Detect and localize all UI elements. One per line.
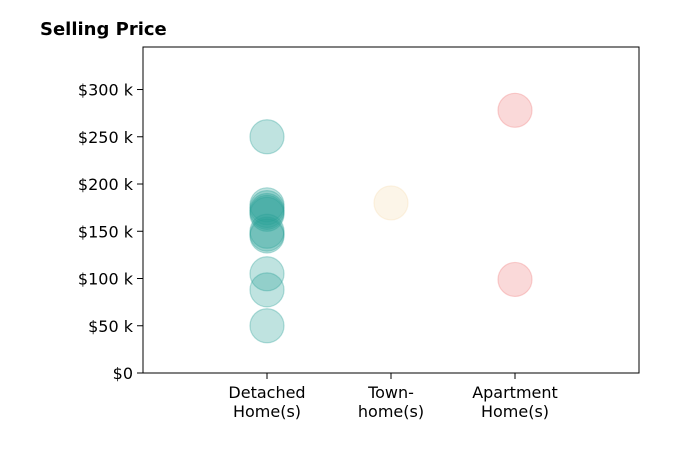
data-point xyxy=(497,92,533,128)
y-axis: $0 $50 k $100 k $150 k $200 k $250 k $300 k xyxy=(78,81,143,383)
x-tick-label: Detached xyxy=(228,383,305,402)
data-point xyxy=(249,213,285,249)
y-tick-label: $50 k xyxy=(88,317,134,336)
data-point xyxy=(249,192,285,229)
y-tick-label: $100 k xyxy=(78,270,134,289)
y-tick-label: $0 xyxy=(113,364,133,383)
data-point xyxy=(249,308,285,344)
chart-title: Selling Price xyxy=(40,19,167,40)
data-point xyxy=(249,196,285,232)
y-tick-label: $150 k xyxy=(78,222,134,241)
x-tick-label: Home(s) xyxy=(481,402,549,421)
data-point xyxy=(249,256,285,292)
data-point xyxy=(249,272,285,308)
data-point xyxy=(249,190,285,226)
data-point xyxy=(373,185,409,221)
y-tick-label: $200 k xyxy=(78,175,134,194)
data-point xyxy=(249,216,285,252)
x-tick-label: Home(s) xyxy=(233,402,301,421)
x-tick-label: home(s) xyxy=(358,402,424,421)
data-point xyxy=(249,187,285,223)
data-point xyxy=(249,218,285,254)
points-layer xyxy=(249,92,533,344)
data-point xyxy=(249,119,285,155)
y-tick-label: $250 k xyxy=(78,128,134,147)
x-tick-label: Apartment xyxy=(472,383,558,402)
x-tick-label: Town- xyxy=(367,383,414,402)
data-point xyxy=(497,261,533,298)
data-point xyxy=(249,194,285,230)
x-axis: DetachedHome(s)Town-home(s)ApartmentHome… xyxy=(228,373,558,421)
y-tick-label: $300 k xyxy=(78,81,134,100)
